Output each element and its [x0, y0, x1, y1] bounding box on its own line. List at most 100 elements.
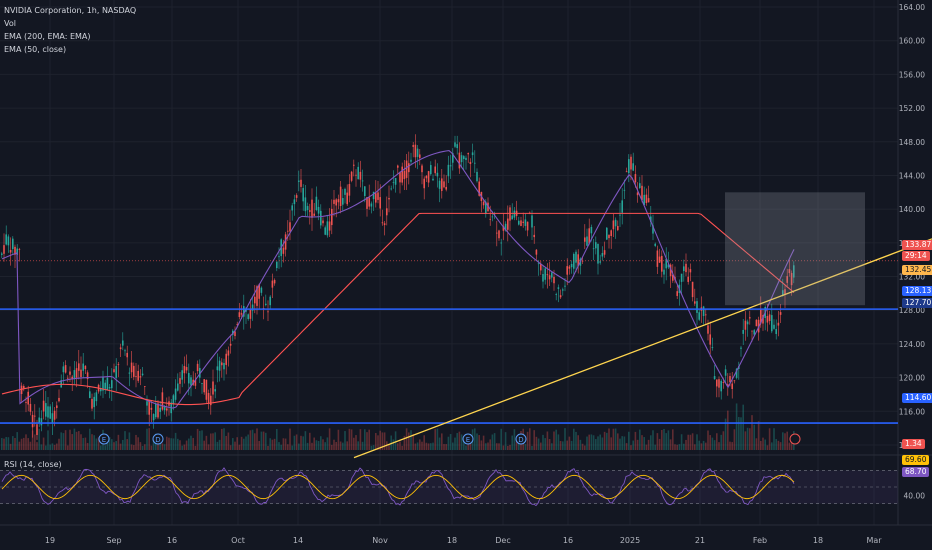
candle	[135, 363, 137, 388]
event-marker-letter: D	[155, 436, 160, 444]
volume-bar	[284, 438, 287, 450]
candle	[353, 159, 355, 177]
ema200-indicator-label[interactable]: EMA (200, EMA: EMA)	[4, 32, 91, 41]
volume-bar	[14, 437, 16, 450]
volume-bar	[262, 431, 265, 450]
candle	[78, 350, 80, 380]
volume-bar	[357, 441, 359, 450]
candle	[403, 160, 406, 191]
candle	[533, 226, 535, 244]
volume-bar	[359, 429, 362, 450]
candle	[348, 174, 351, 203]
volume-bar	[515, 439, 518, 450]
volume-bar	[236, 437, 238, 450]
volume-bar	[526, 431, 529, 450]
candle	[298, 170, 300, 192]
volume-bar	[680, 434, 683, 450]
last-price-tag: 133.87	[902, 240, 932, 250]
volume-bar	[621, 436, 623, 450]
volume-bar	[16, 432, 18, 450]
candle	[423, 176, 425, 200]
candle	[586, 228, 588, 247]
volume-bar	[643, 437, 645, 450]
candle	[306, 202, 309, 217]
candle	[350, 170, 353, 183]
volume-bar	[575, 431, 577, 450]
volume-bar	[432, 442, 434, 450]
volume-bar	[172, 438, 175, 450]
candle	[782, 278, 784, 297]
candle	[452, 148, 454, 171]
volume-bar	[287, 444, 289, 450]
volume-bar	[174, 432, 177, 450]
volume-bar	[188, 438, 190, 450]
price-tick-label: 160.00	[899, 37, 925, 46]
candle	[249, 298, 252, 329]
volume-bar	[7, 437, 10, 450]
candle	[221, 358, 223, 378]
candle	[324, 225, 326, 236]
volume-bar	[64, 430, 67, 450]
volume-bar	[379, 430, 381, 450]
candle	[410, 152, 412, 166]
volume-bar	[669, 439, 672, 450]
candle	[357, 162, 359, 180]
candle	[463, 155, 465, 170]
volume-bar	[91, 434, 93, 450]
volume-bar	[511, 435, 513, 450]
candle	[447, 155, 450, 183]
volume-bar	[269, 438, 271, 450]
candle	[685, 253, 687, 277]
candle	[201, 382, 203, 394]
volume-bar	[339, 441, 342, 450]
candle	[511, 203, 513, 220]
candle	[625, 167, 628, 173]
candle	[762, 309, 764, 331]
volume-bar	[542, 434, 544, 450]
volume-bar	[25, 434, 27, 450]
volume-bar	[551, 443, 553, 450]
candle	[535, 248, 538, 260]
volume-bar	[634, 431, 637, 450]
volume-bar	[414, 443, 417, 450]
candle	[500, 238, 502, 256]
candle	[551, 271, 553, 283]
candle	[333, 190, 335, 217]
volume-bar	[144, 444, 146, 450]
volume-bar	[100, 445, 102, 450]
volume-bar	[691, 433, 694, 450]
candle	[518, 216, 520, 226]
candle	[148, 400, 150, 427]
candle	[667, 251, 670, 270]
volume-bar	[581, 443, 584, 450]
volume-bar	[788, 442, 791, 450]
rsi-indicator-label[interactable]: RSI (14, close)	[4, 460, 62, 469]
candle	[141, 367, 144, 377]
candle	[331, 199, 333, 235]
candle	[793, 261, 795, 284]
candle	[247, 313, 249, 321]
volume-bar	[601, 437, 604, 450]
candle	[694, 288, 696, 306]
volume-bar	[227, 432, 230, 450]
volume-indicator-label[interactable]: Vol	[4, 19, 16, 28]
volume-bar	[722, 431, 725, 450]
candle	[271, 273, 274, 298]
candle	[51, 402, 54, 436]
rsi-value-tag-2: 68.70	[902, 467, 930, 477]
candle	[746, 319, 749, 337]
volume-bar	[377, 435, 379, 450]
candle	[14, 244, 16, 269]
candle	[122, 332, 124, 351]
volume-bar	[553, 431, 555, 450]
volume-bar	[234, 441, 236, 450]
volume-bar	[56, 443, 58, 450]
ema50-indicator-label[interactable]: EMA (50, close)	[4, 45, 67, 54]
candle	[291, 202, 293, 221]
trendline	[353, 238, 932, 459]
volume-tag: 1.34	[902, 439, 925, 449]
candle	[115, 358, 117, 391]
candle	[546, 263, 549, 289]
volume-bar	[705, 442, 707, 450]
